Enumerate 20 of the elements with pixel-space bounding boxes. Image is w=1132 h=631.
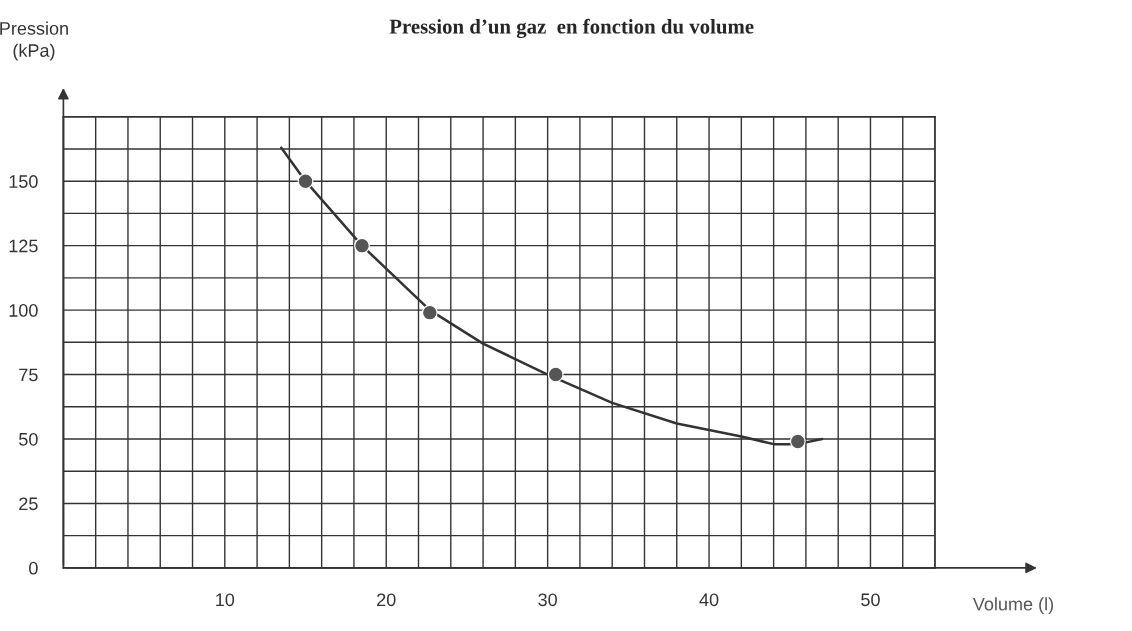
x-tick-label: 10: [216, 593, 235, 607]
y-tick-label: 125: [9, 239, 38, 253]
x-tick-label: 20: [377, 593, 396, 607]
point: [789, 433, 806, 450]
x-axis-title: Volume (l): [972, 597, 1053, 615]
x-tick-label: 30: [538, 593, 557, 607]
y-tick-label: 50: [19, 432, 38, 446]
y-tick-label: 150: [9, 175, 38, 188]
point: [297, 173, 314, 190]
y-tick-label: 25: [19, 497, 38, 511]
point: [421, 304, 438, 321]
y-tick-label: 0: [29, 561, 38, 575]
x-tick-label: 50: [861, 593, 880, 607]
y-tick-label: 75: [19, 368, 38, 382]
y-tick-label: 100: [9, 304, 38, 317]
chart-title: Pression d’un gaz en fonction du volume: [389, 18, 754, 39]
x-tick-label: 40: [699, 593, 719, 607]
point: [547, 366, 564, 383]
y-axis-title: Pression (kPa): [0, 21, 68, 61]
point: [354, 237, 370, 254]
